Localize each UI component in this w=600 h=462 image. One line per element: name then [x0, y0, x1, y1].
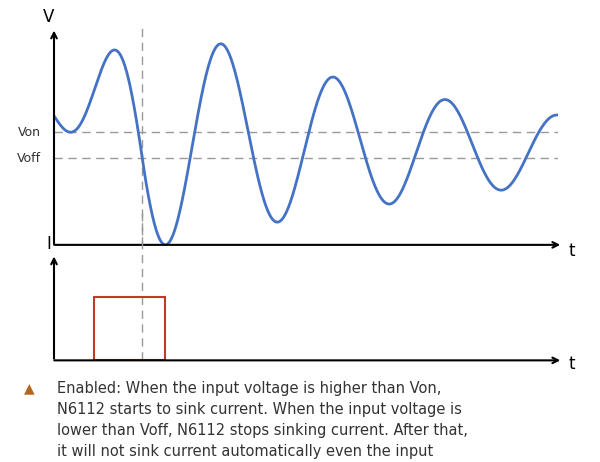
- Text: ▲: ▲: [24, 381, 35, 395]
- Text: t: t: [568, 242, 575, 260]
- Text: Enabled: When the input voltage is higher than Von,
N6112 starts to sink current: Enabled: When the input voltage is highe…: [57, 381, 468, 462]
- Text: Voff: Voff: [17, 152, 41, 165]
- Text: I: I: [47, 235, 52, 253]
- Text: V: V: [43, 8, 55, 26]
- Text: Von: Von: [19, 126, 41, 139]
- Bar: [94, 298, 165, 360]
- Text: t: t: [568, 355, 575, 373]
